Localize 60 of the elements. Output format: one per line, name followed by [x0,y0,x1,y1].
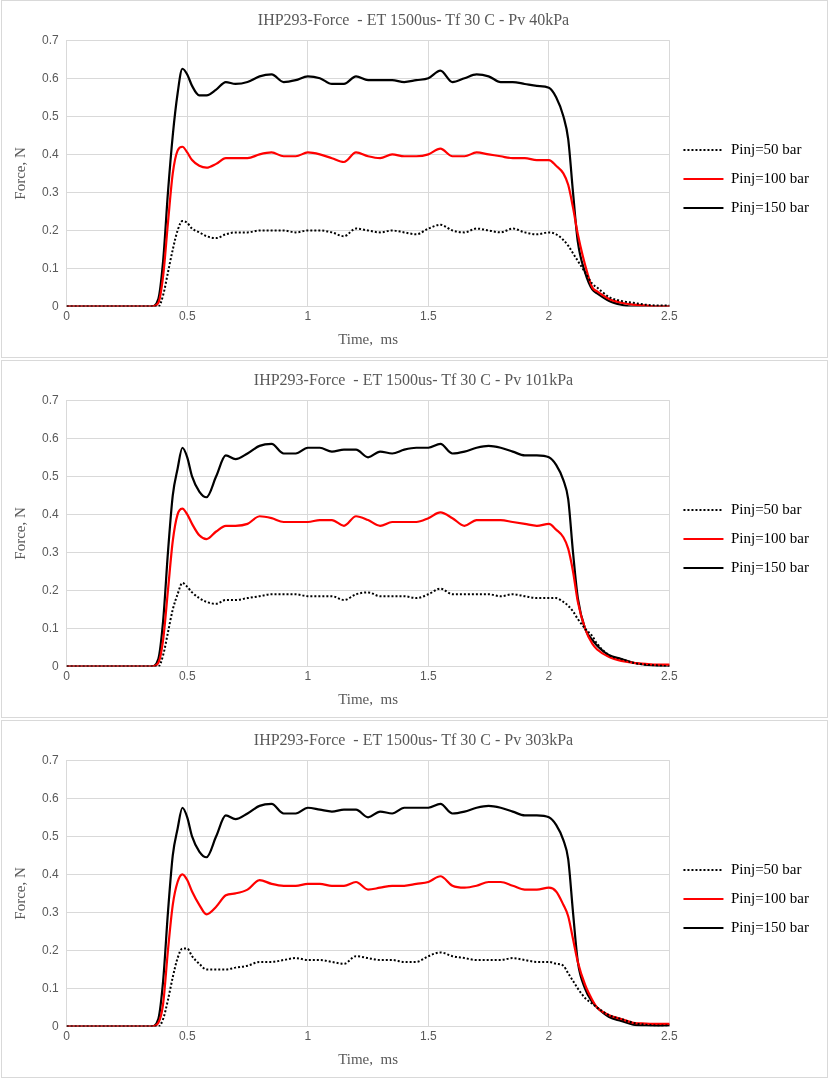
y-tick-label: 0.6 [41,430,59,445]
y-tick-label: 0.7 [41,752,59,767]
x-tick-label: 0.5 [178,309,196,324]
x-tick-label: 0.5 [178,669,196,684]
y-tick-label: 0.3 [41,904,59,919]
x-tick-label: 0 [63,1029,71,1044]
y-axis-title: Force, N [11,867,28,920]
x-tick-label: 1 [304,1029,312,1044]
y-tick-label: 0.5 [41,108,59,123]
legend-label: Pinj=50 bar [730,860,802,877]
x-tick-label: 1 [304,309,312,324]
x-tick-label: 1.5 [420,669,438,684]
x-tick-label: 2 [545,1029,553,1044]
y-tick-label: 0 [51,658,59,673]
x-tick-label: 1.5 [420,309,438,324]
y-tick-label: 0.6 [41,790,59,805]
y-tick-label: 0.1 [41,980,59,995]
legend-label: Pinj=150 bar [730,198,810,215]
x-tick-label: 1.5 [420,1029,438,1044]
x-tick-label: 0 [63,309,71,324]
y-tick-label: 0.1 [41,620,59,635]
x-tick-label: 0.5 [178,1029,196,1044]
y-tick-label: 0.4 [41,506,59,521]
y-tick-label: 0.1 [41,260,59,275]
y-tick-label: 0.2 [41,942,59,957]
x-tick-label: 2.5 [661,669,679,684]
y-tick-label: 0.4 [41,866,59,881]
y-tick-label: 0.7 [41,32,59,47]
y-tick-label: 0.3 [41,184,59,199]
chart-title: IHP293-Force - ET 1500us- Tf 30 C - Pv 40kPa [257,10,570,28]
y-tick-label: 0.2 [41,222,59,237]
chart-title: IHP293-Force - ET 1500us- Tf 30 C - Pv 101kPa [253,370,574,388]
x-axis-title: Time, ms [338,690,399,707]
legend-label: Pinj=100 bar [730,529,810,546]
x-tick-label: 2 [545,669,553,684]
legend-label: Pinj=150 bar [730,918,810,935]
chart-title: IHP293-Force - ET 1500us- Tf 30 C - Pv 303kPa [253,730,574,748]
y-tick-label: 0.7 [41,392,59,407]
y-axis-title: Force, N [11,147,28,200]
x-tick-label: 1 [304,669,312,684]
x-axis-title: Time, ms [338,1050,399,1067]
y-tick-label: 0 [51,1018,59,1033]
x-tick-label: 2.5 [661,309,679,324]
x-tick-label: 2 [545,309,553,324]
x-axis-title: Time, ms [338,330,399,347]
y-axis-title: Force, N [11,507,28,560]
y-tick-label: 0.5 [41,468,59,483]
y-tick-label: 0.5 [41,828,59,843]
legend-label: Pinj=50 bar [730,140,802,157]
legend-label: Pinj=50 bar [730,500,802,517]
legend-label: Pinj=150 bar [730,558,810,575]
x-tick-label: 0 [63,669,71,684]
y-tick-label: 0 [51,298,59,313]
y-tick-label: 0.6 [41,70,59,85]
y-tick-label: 0.3 [41,544,59,559]
legend-label: Pinj=100 bar [730,889,810,906]
x-tick-label: 2.5 [661,1029,679,1044]
y-tick-label: 0.4 [41,146,59,161]
legend-label: Pinj=100 bar [730,169,810,186]
y-tick-label: 0.2 [41,582,59,597]
